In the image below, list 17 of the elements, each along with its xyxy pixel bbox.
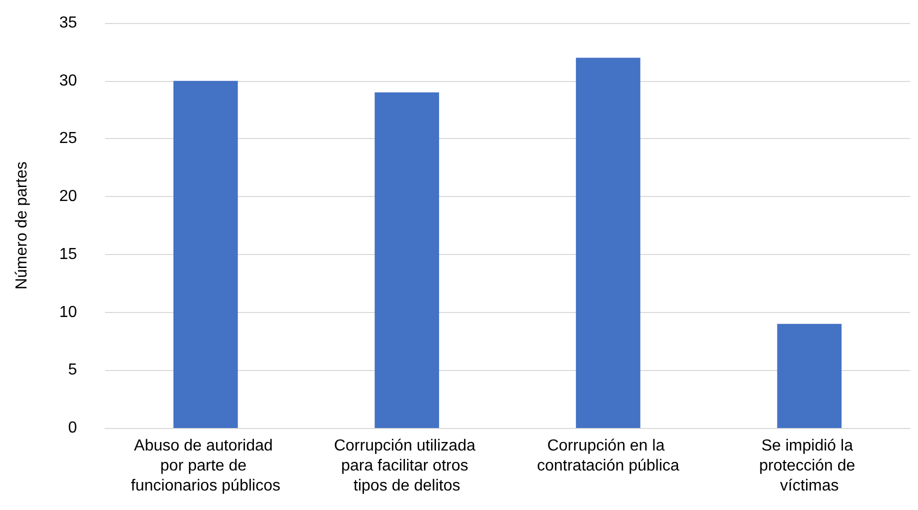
y-tick-label: 30	[59, 72, 78, 90]
y-tick-label: 0	[68, 420, 78, 436]
x-tick-label: Corrupción en la contratación pública	[536, 438, 680, 474]
y-tick-label: 20	[59, 188, 78, 206]
bar	[777, 324, 842, 428]
y-tick-label: 15	[59, 246, 78, 263]
y-tick-label: 35	[59, 14, 78, 32]
y-tick-label: 10	[59, 304, 78, 321]
bar	[374, 92, 440, 428]
bar	[173, 80, 238, 428]
bar	[576, 58, 640, 428]
y-axis-title: Número de partes	[14, 161, 30, 290]
x-tick-label: Abuso de autoridad por parte de funcionarios públicos	[130, 438, 280, 494]
x-tick-label: Se impidió la protección de víctimas	[759, 438, 860, 494]
y-tick-label: 5	[68, 362, 78, 379]
y-tick-label: 25	[59, 130, 78, 148]
x-tick-label: Corrupción utilizada para facilitar otros tipos de delitos	[334, 438, 480, 494]
